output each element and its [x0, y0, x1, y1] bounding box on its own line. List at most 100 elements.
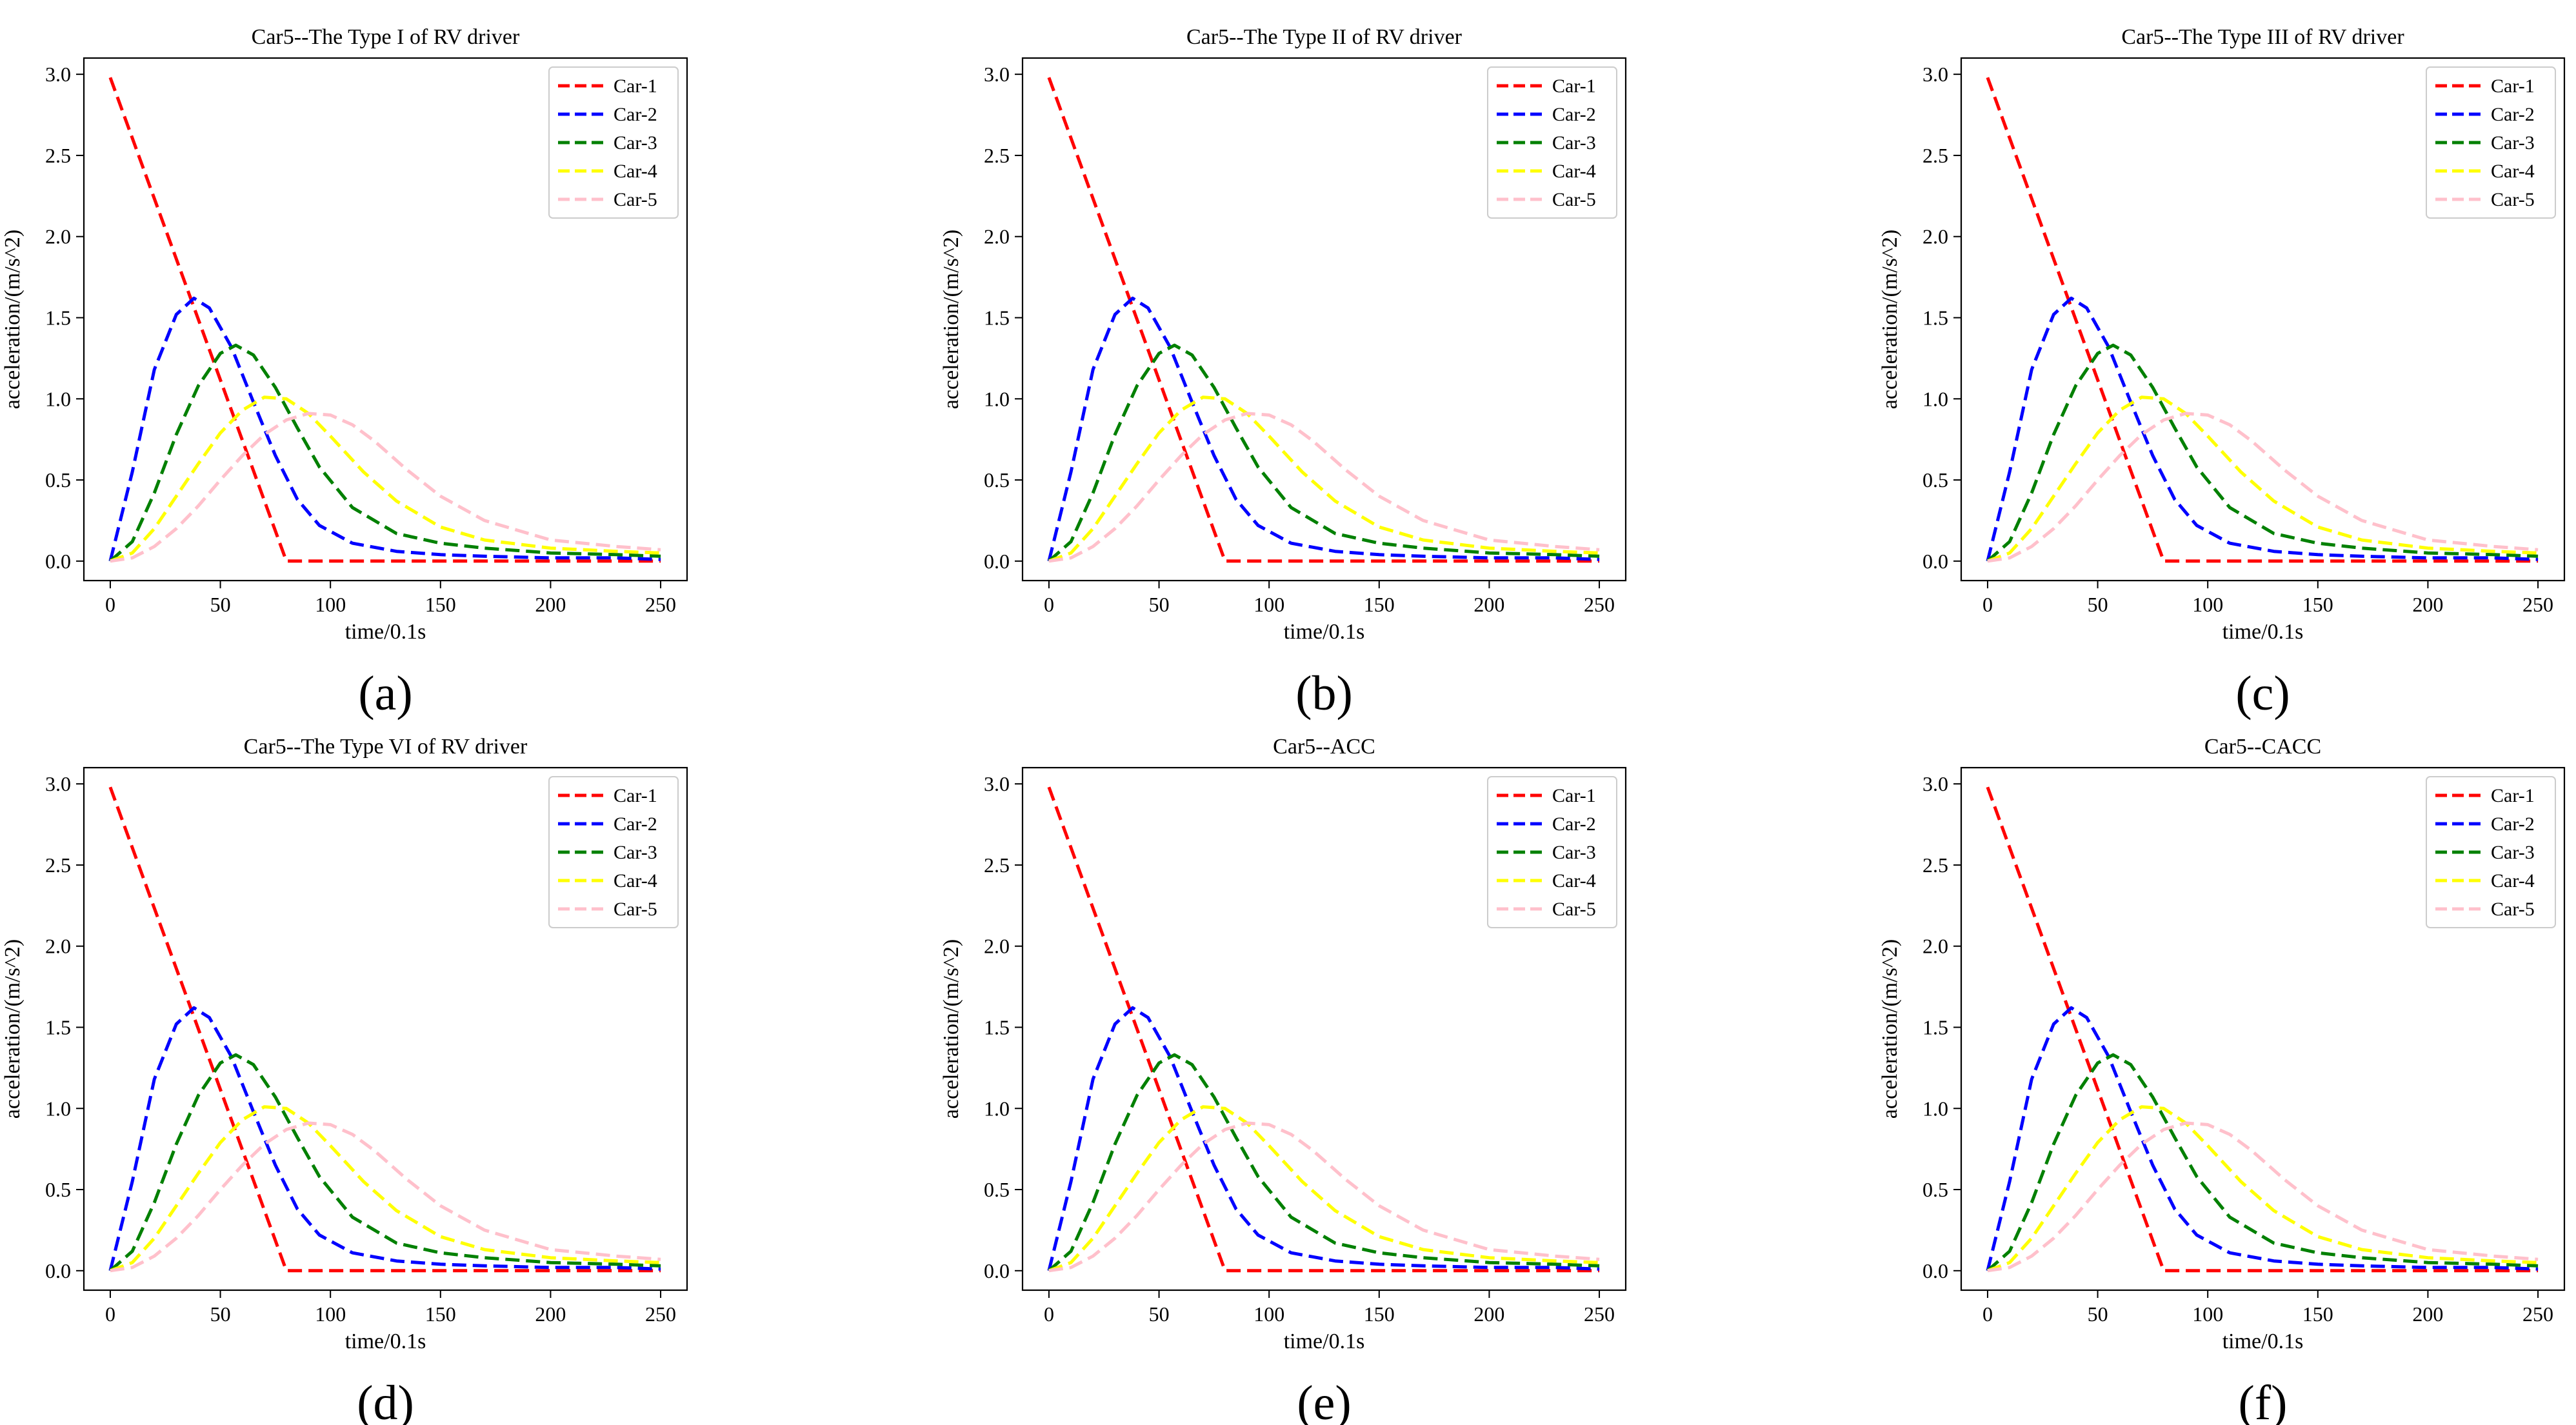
plot-frame [1021, 766, 1627, 1291]
y-tick-label: 0.5 [984, 468, 1010, 492]
y-tick-label: 0.5 [1922, 1178, 1948, 1201]
chart-title: Car5--CACC [2204, 735, 2321, 759]
legend-label: Car-2 [614, 813, 657, 835]
x-tick-label: 100 [1253, 1302, 1284, 1326]
x-tick-label: 150 [1364, 593, 1395, 616]
legend: Car-1 Car-2 Car-3 Car-4 Car-5 [1487, 66, 1617, 219]
series-line-car-2 [1986, 296, 2539, 562]
legend: Car-1 Car-2 Car-3 Car-4 Car-5 [548, 776, 679, 928]
series-line-car-4 [110, 1105, 661, 1273]
legend: Car-1 Car-2 Car-3 Car-4 Car-5 [1487, 776, 1617, 928]
series-line-car-2 [108, 1006, 661, 1271]
legend-label: Car-3 [614, 842, 657, 863]
x-tick-label: 100 [2192, 1302, 2223, 1326]
y-tick-label: 2.5 [45, 853, 71, 877]
legend-label: Car-3 [1552, 842, 1596, 863]
x-axis-label: time/0.1s [2222, 1330, 2304, 1353]
series-line-car-1 [108, 786, 661, 1273]
legend-label: Car-2 [2491, 104, 2535, 125]
series-line-car-3 [109, 1053, 661, 1272]
legend-label: Car-5 [2491, 189, 2535, 210]
y-tick-label: 1.5 [45, 306, 71, 329]
y-tick-label: 0.5 [984, 1178, 1010, 1201]
series-line-car-5 [110, 1121, 661, 1273]
x-tick-label: 50 [1149, 593, 1170, 616]
legend-label: Car-2 [2491, 813, 2535, 835]
y-axis-label: acceleration/(m/s^2) [1878, 939, 1902, 1119]
y-axis-label: acceleration/(m/s^2) [1878, 230, 1902, 409]
legend-label: Car-3 [1552, 132, 1596, 154]
legend-box [2426, 776, 2556, 928]
x-tick-label: 100 [315, 1302, 346, 1326]
x-tick-label: 200 [535, 593, 566, 616]
x-tick-label: 200 [2412, 1302, 2443, 1326]
legend-label: Car-1 [1552, 785, 1596, 806]
x-axis-label: time/0.1s [1284, 1330, 1365, 1353]
x-tick-label: 250 [645, 593, 676, 616]
y-tick-label: 1.0 [984, 1097, 1010, 1120]
chart-panel-1: Car5--The Type I of RV driver 0 50 100 150 20… [1, 25, 688, 721]
panel-label: (e) [1297, 1376, 1351, 1425]
series-line-car-2 [1047, 1006, 1600, 1271]
y-tick-label: 1.0 [984, 387, 1010, 410]
panel-label: (d) [357, 1376, 414, 1425]
legend-label: Car-4 [614, 870, 657, 892]
y-axis-label: acceleration/(m/s^2) [1, 939, 25, 1119]
y-tick-label: 2.5 [1922, 144, 1948, 167]
y-tick-label: 1.5 [45, 1015, 71, 1039]
x-tick-label: 250 [1584, 593, 1615, 616]
y-tick-label: 2.0 [45, 225, 71, 248]
series-line-car-4 [1048, 1105, 1600, 1273]
y-tick-label: 0.5 [1922, 468, 1948, 492]
x-tick-label: 250 [1584, 1302, 1615, 1326]
legend-label: Car-5 [1552, 899, 1596, 920]
series-line-car-4 [1048, 395, 1600, 563]
y-tick-label: 2.5 [1922, 853, 1948, 877]
series-line-car-2 [1047, 296, 1600, 562]
legend-label: Car-5 [614, 189, 657, 210]
legend-label: Car-1 [2491, 785, 2535, 806]
x-axis-label: time/0.1s [2222, 620, 2304, 644]
x-tick-label: 150 [2302, 1302, 2333, 1326]
chart-title: Car5--The Type III of RV driver [2121, 25, 2404, 49]
series-line-car-3 [1048, 1053, 1600, 1272]
series-line-car-2 [108, 296, 661, 562]
series-line-car-3 [109, 343, 661, 563]
legend-box [1487, 776, 1617, 928]
x-tick-label: 150 [2302, 593, 2333, 616]
panel-label: (a) [358, 666, 412, 721]
plot-frame [1960, 57, 2566, 582]
y-tick-label: 2.0 [984, 225, 1010, 248]
legend-label: Car-4 [2491, 870, 2535, 892]
y-axis-label: acceleration/(m/s^2) [939, 939, 963, 1119]
chart-panel-3: Car5--The Type III of RV driver 0 50 100 150… [1878, 25, 2566, 721]
x-axis-label: time/0.1s [345, 1330, 426, 1353]
y-tick-label: 1.5 [984, 306, 1010, 329]
y-tick-label: 1.0 [45, 387, 71, 410]
y-tick-label: 3.0 [1922, 63, 1948, 86]
y-tick-label: 2.0 [1922, 935, 1948, 958]
legend-label: Car-1 [614, 785, 657, 806]
y-tick-label: 2.5 [45, 144, 71, 167]
legend-label: Car-2 [1552, 813, 1596, 835]
legend-label: Car-1 [1552, 75, 1596, 97]
y-tick-label: 2.5 [984, 144, 1010, 167]
y-tick-label: 3.0 [984, 772, 1010, 795]
chart-title: Car5--The Type VI of RV driver [244, 735, 528, 759]
series-line-car-4 [1987, 395, 2539, 563]
legend-label: Car-1 [2491, 75, 2535, 97]
x-tick-label: 100 [315, 593, 346, 616]
x-tick-label: 0 [1982, 1302, 1993, 1326]
x-tick-label: 100 [2192, 593, 2223, 616]
y-axis-label: acceleration/(m/s^2) [1, 230, 25, 409]
y-tick-label: 1.5 [1922, 306, 1948, 329]
legend-label: Car-4 [614, 161, 657, 182]
legend-label: Car-3 [2491, 842, 2535, 863]
legend-box [548, 66, 679, 219]
y-tick-label: 0.0 [45, 550, 71, 573]
series-line-car-1 [1986, 77, 2539, 563]
y-tick-label: 0.0 [984, 1259, 1010, 1282]
x-tick-label: 200 [535, 1302, 566, 1326]
legend: Car-1 Car-2 Car-3 Car-4 Car-5 [2426, 66, 2556, 219]
series-line-car-4 [1987, 1105, 2539, 1273]
